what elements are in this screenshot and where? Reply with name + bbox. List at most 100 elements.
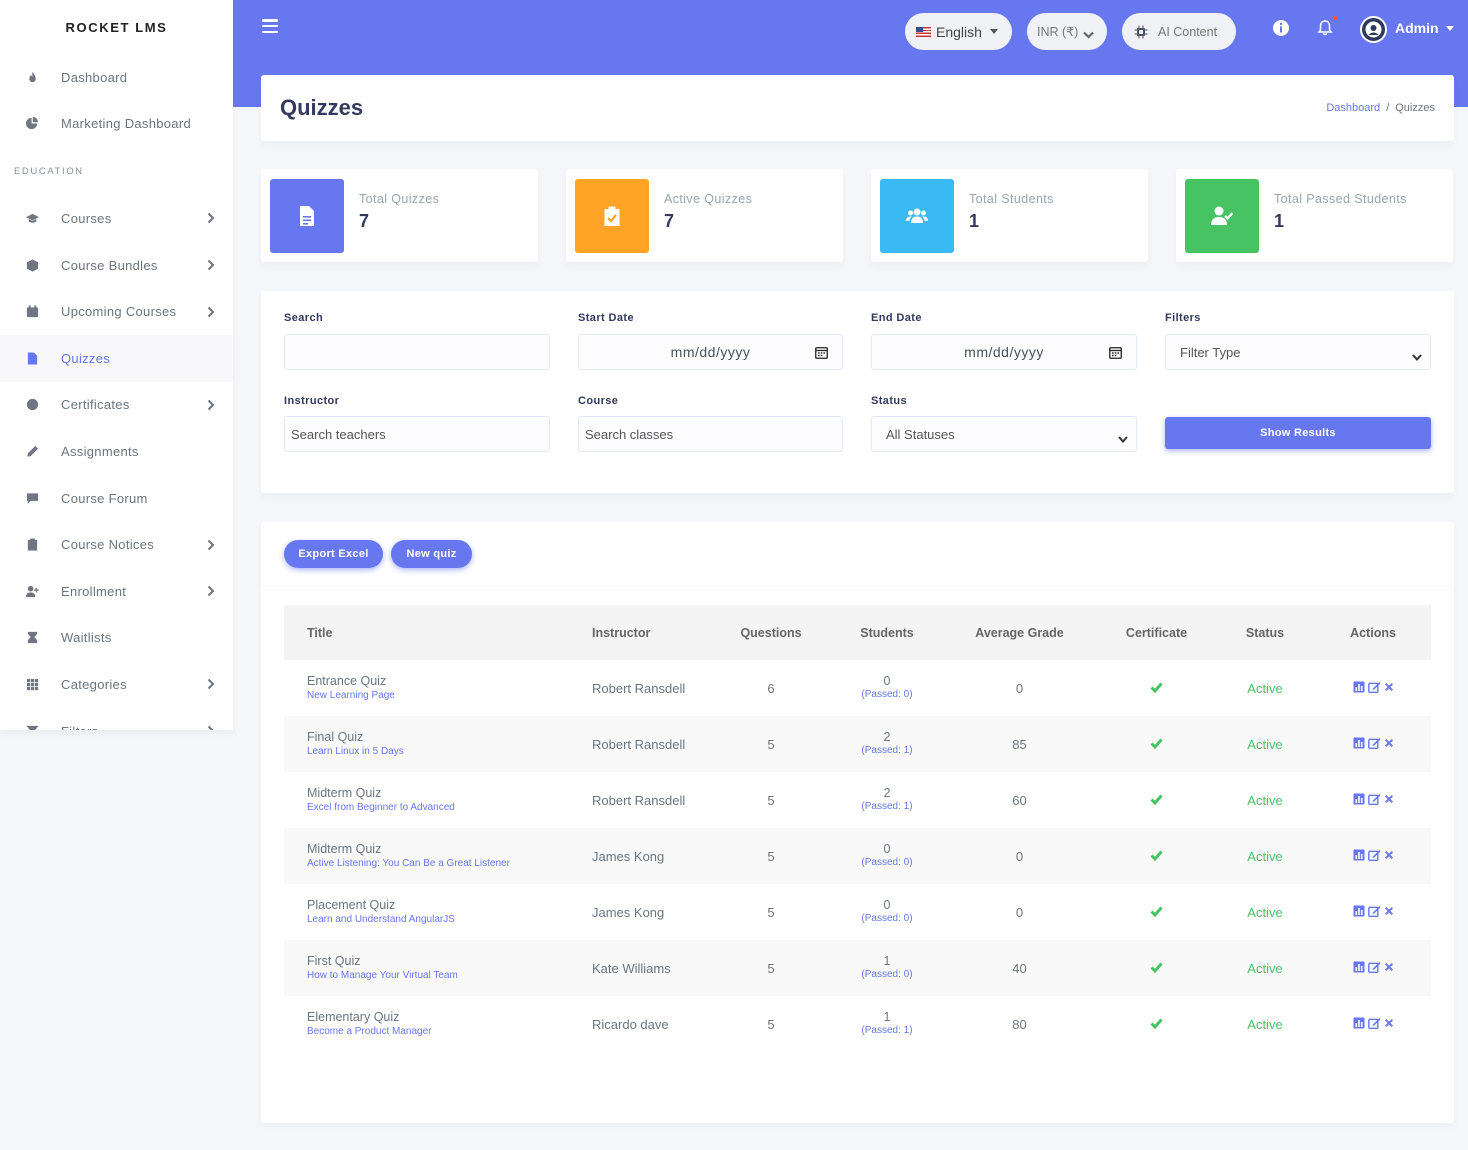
graduation-cap-icon [25,211,39,225]
delete-icon[interactable] [1384,681,1394,693]
start-date-value: mm/dd/yyyy [670,344,751,360]
edit-icon[interactable] [1367,905,1381,917]
sidebar-item-enrollment[interactable]: Enrollment [0,568,233,615]
end-date-input[interactable]: mm/dd/yyyy [871,334,1137,370]
passed-count: (Passed: 1) [861,1025,913,1036]
search-input[interactable] [284,334,550,370]
course-search-input[interactable]: Search classes [578,416,843,452]
sidebar-item-assignments[interactable]: Assignments [0,428,233,475]
actions-cell [1315,737,1431,752]
sidebar-item-dashboard[interactable]: Dashboard [0,54,233,101]
sidebar-item-course-forum[interactable]: Course Forum [0,475,233,522]
sidebar-item-courses[interactable]: Courses [0,195,233,242]
average-grade-cell: 0 [1015,904,1024,920]
user-menu[interactable]: Admin [1395,20,1454,36]
quiz-title-cell: Placement Quiz Learn and Understand Angul… [284,898,569,927]
table-row: First Quiz How to Manage Your Virtual Tea… [284,940,1431,996]
delete-icon[interactable] [1384,1017,1394,1029]
average-grade-cell: 40 [1012,960,1027,976]
sidebar-item-course-notices[interactable]: Course Notices [0,521,233,568]
bell-icon[interactable] [1316,19,1334,37]
delete-icon[interactable] [1384,737,1394,749]
sidebar-item-waitlists[interactable]: Waitlists [0,615,233,662]
edit-icon[interactable] [1367,793,1381,805]
file-icon [270,179,344,253]
chart-bar-icon[interactable] [1353,793,1365,805]
sidebar-item-upcoming-courses[interactable]: Upcoming Courses [0,288,233,335]
chart-bar-icon[interactable] [1353,737,1365,749]
quiz-course-link[interactable]: Excel from Beginner to Advanced [307,801,455,813]
export-excel-button[interactable]: Export Excel [284,540,383,568]
chart-bar-icon[interactable] [1353,849,1365,861]
calendar-icon[interactable] [815,346,828,359]
check-icon [1098,1017,1215,1032]
status-cell: Active [1247,736,1283,752]
quiz-course-link[interactable]: Learn and Understand AngularJS [307,913,455,925]
quiz-title: Final Quiz [307,729,364,744]
chart-bar-icon[interactable] [1353,1017,1365,1029]
edit-icon[interactable] [1367,849,1381,861]
chart-bar-icon[interactable] [1353,905,1365,917]
sidebar-item-quizzes[interactable]: Quizzes [0,334,233,382]
chart-bar-icon[interactable] [1353,681,1365,693]
clipboard-check-icon [575,179,649,253]
delete-icon[interactable] [1384,905,1394,917]
start-date-input[interactable]: mm/dd/yyyy [578,334,843,370]
questions-cell: 5 [767,960,775,976]
instructor-cell: Robert Ransdell [592,680,686,696]
avatar[interactable] [1360,16,1387,43]
sidebar-item-filters[interactable]: Filters [0,708,233,730]
info-icon[interactable] [1272,19,1290,37]
delete-icon[interactable] [1384,849,1394,861]
edit-icon[interactable] [1367,681,1381,693]
chevron-down-icon [1118,431,1128,444]
sidebar-item-marketing-dashboard[interactable]: Marketing Dashboard [0,101,233,148]
sidebar-item-categories[interactable]: Categories [0,661,233,708]
show-results-button[interactable]: Show Results [1165,417,1431,449]
instructor-search-input[interactable]: Search teachers [284,416,550,452]
quiz-title: Elementary Quiz [307,1009,400,1024]
stat-card-total-students: Total Students 1 [871,169,1148,262]
passed-count: (Passed: 1) [861,801,913,812]
students-cell: 2 (Passed: 1) [833,730,941,758]
delete-icon[interactable] [1384,961,1394,973]
chart-bar-icon[interactable] [1353,961,1365,973]
students-count: 1 [883,1010,891,1024]
edit-icon[interactable] [1367,737,1381,749]
sidebar-item-label: Course Notices [61,537,155,553]
table-row: Elementary Quiz Become a Product Manager R… [284,996,1431,1052]
language-label: English [936,23,982,40]
stat-value: 7 [359,211,370,231]
brand-logo[interactable]: ROCKET LMS [65,19,168,35]
chevron-right-icon [207,539,215,551]
sidebar-item-course-bundles[interactable]: Course Bundles [0,242,233,289]
quiz-course-link[interactable]: Become a Product Manager [307,1025,432,1037]
status-select[interactable]: All Statuses [871,416,1137,452]
currency-selector[interactable]: INR (₹) [1027,13,1107,50]
fire-icon [25,70,39,84]
breadcrumb-current: Quizzes [1395,102,1435,114]
ai-content-button[interactable]: AI Content [1122,13,1236,50]
quiz-course-link[interactable]: How to Manage Your Virtual Team [307,969,458,981]
quiz-course-link[interactable]: Learn Linux in 5 Days [307,745,404,757]
quiz-course-link[interactable]: New Learning Page [307,689,395,701]
col-actions: Actions [1350,625,1396,640]
edit-icon[interactable] [1367,961,1381,973]
sidebar-item-label: Waitlists [61,630,112,646]
passed-count: (Passed: 0) [861,857,913,868]
sidebar-item-certificates[interactable]: Certificates [0,382,233,429]
delete-icon[interactable] [1384,793,1394,805]
filter-type-select[interactable]: Filter Type [1165,334,1431,370]
chart-pie-icon [25,117,39,131]
new-quiz-button[interactable]: New quiz [391,540,472,568]
file-icon [25,351,39,365]
menu-toggle-icon[interactable] [262,19,278,33]
language-selector[interactable]: English [905,13,1012,50]
breadcrumb-dashboard-link[interactable]: Dashboard [1326,102,1381,114]
edit-icon[interactable] [1367,1017,1381,1029]
quiz-course-link[interactable]: Active Listening: You Can Be a Great Lis… [307,857,510,869]
status-cell: Active [1247,904,1283,920]
average-grade-cell: 0 [1015,680,1024,696]
calendar-icon[interactable] [1109,346,1122,359]
instructor-cell: Robert Ransdell [592,792,686,808]
